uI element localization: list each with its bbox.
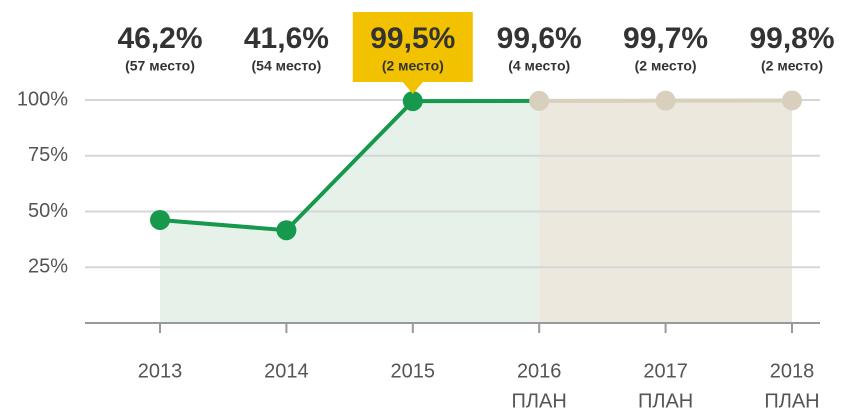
value-label: 99,6% (497, 22, 582, 55)
x-tick-label: 2017 (643, 360, 688, 382)
data-point (150, 209, 170, 230)
value-label: 41,6% (244, 22, 329, 55)
x-tick-note: ПЛАН (764, 390, 819, 412)
y-tick-label: 100% (17, 88, 68, 110)
x-tick-label: 2015 (391, 360, 436, 382)
x-tick-label: 2014 (264, 360, 309, 382)
value-label: 99,8% (749, 22, 834, 55)
data-point (529, 90, 550, 111)
value-label: 99,7% (623, 22, 708, 55)
rank-label: (2 место) (635, 58, 697, 74)
value-label: 99,5% (370, 22, 455, 55)
data-line (159, 98, 540, 233)
rank-label: (2 место) (382, 58, 444, 74)
highlight-pointer (402, 82, 423, 94)
x-tick-label: 2018 (770, 360, 815, 382)
y-tick-label: 75% (28, 144, 68, 166)
value-label: 46,2% (117, 22, 202, 55)
rank-label: (4 место) (508, 58, 570, 74)
x-tick-label: 2016 (517, 360, 562, 382)
y-tick-label: 50% (28, 200, 68, 222)
rank-label: (57 место) (125, 58, 195, 74)
rank-label: (54 место) (252, 58, 322, 74)
data-point (402, 91, 423, 112)
data-point (276, 220, 297, 241)
x-tick-note: ПЛАН (512, 390, 567, 412)
x-tick-note: ПЛАН (638, 390, 693, 412)
highlight-box (352, 12, 473, 82)
rank-label: (2 место) (761, 58, 823, 74)
data-point (655, 90, 676, 111)
data-point (782, 90, 802, 111)
y-tick-label: 25% (28, 256, 68, 278)
x-tick-label: 2013 (138, 360, 183, 382)
